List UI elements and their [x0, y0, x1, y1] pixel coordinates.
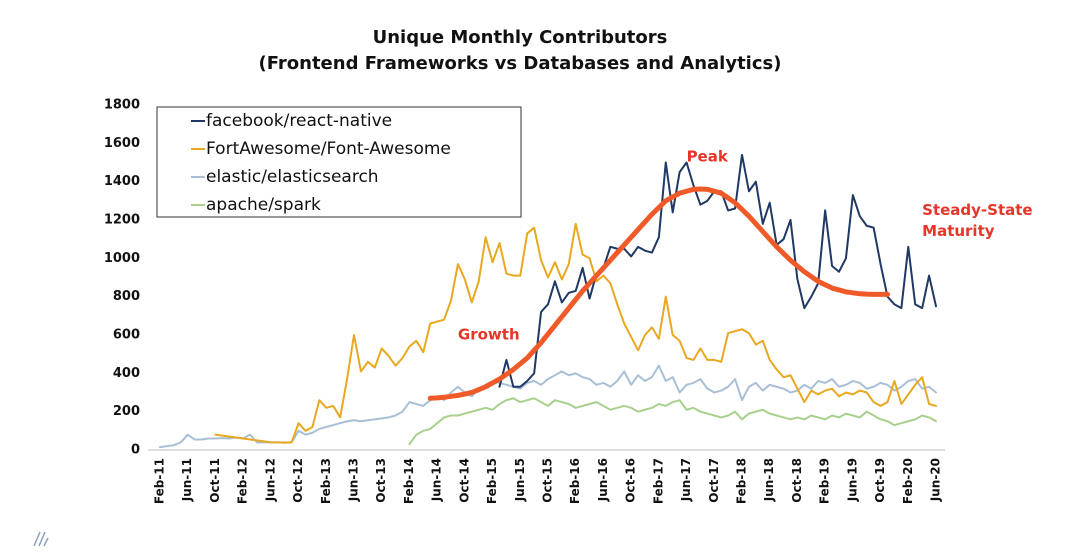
series-line [408, 397, 937, 446]
x-tick-label: Oct-13 [374, 458, 388, 503]
y-tick-label: 1200 [104, 213, 140, 228]
x-tick-label: Oct-16 [624, 458, 638, 503]
x-tick-label: Jun-19 [845, 458, 859, 502]
x-tick-label: Feb-19 [818, 458, 832, 504]
logo [33, 531, 49, 547]
legend-label: elastic/elasticsearch [206, 167, 379, 187]
x-tick-label: Feb-14 [402, 458, 416, 504]
x-tick-label: Jun-18 [762, 458, 776, 502]
legend-label: FortAwesome/Font-Awesome [206, 139, 451, 159]
x-tick-label: Jun-16 [596, 458, 610, 502]
x-tick-label: Feb-20 [901, 458, 915, 504]
chart-title: Unique Monthly Contributors [373, 27, 668, 48]
legend: facebook/react-native FortAwesome/Font-Aw… [156, 106, 522, 218]
legend-box [156, 106, 522, 218]
y-tick-label: 800 [113, 289, 140, 304]
x-tick-label: Jun-15 [513, 458, 527, 502]
y-tick-label: 0 [131, 443, 140, 458]
x-tick-label: Oct-18 [790, 458, 804, 503]
y-tick-label: 1000 [104, 251, 140, 266]
y-tick-label: 1400 [104, 174, 140, 189]
annotation: Steady-State [922, 201, 1032, 219]
chart-subtitle: (Frontend Frameworks vs Databases and An… [259, 53, 782, 74]
annotation: Maturity [922, 222, 995, 240]
x-tick-label: Feb-13 [319, 458, 333, 504]
annotation: Peak [687, 147, 729, 165]
x-tick-label: Feb-18 [735, 458, 749, 504]
x-tick-label: Jun-13 [347, 458, 361, 502]
y-tick-label: 400 [113, 366, 140, 381]
x-tick-label: Jun-20 [929, 458, 943, 502]
trend-line [427, 186, 890, 401]
legend-label: facebook/react-native [206, 111, 392, 131]
x-tick-label: Feb-12 [236, 458, 250, 504]
x-tick-label: Oct-12 [291, 458, 305, 503]
y-tick-label: 200 [113, 404, 140, 419]
x-tick-label: Feb-17 [651, 458, 665, 504]
x-tick-label: Feb-15 [485, 458, 499, 504]
x-tick-label: Feb-11 [153, 458, 167, 504]
y-tick-label: 1800 [104, 98, 140, 113]
x-tick-label: Oct-15 [541, 458, 555, 503]
x-tick-label: Oct-14 [457, 458, 471, 503]
y-tick-label: 600 [113, 328, 140, 343]
x-tick-label: Oct-19 [873, 458, 887, 503]
x-tick-label: Oct-11 [208, 458, 222, 503]
series-line [214, 222, 937, 444]
x-tick-label: Jun-12 [263, 458, 277, 502]
x-tick-label: Feb-16 [568, 458, 582, 504]
x-tick-label: Jun-14 [430, 458, 444, 502]
x-tick-label: Oct-17 [707, 458, 721, 503]
x-tick-label: Jun-11 [180, 458, 194, 502]
annotation: Growth [458, 326, 520, 344]
y-tick-label: 1600 [104, 136, 140, 151]
x-tick-label: Jun-17 [679, 458, 693, 502]
legend-label: apache/spark [206, 195, 321, 215]
